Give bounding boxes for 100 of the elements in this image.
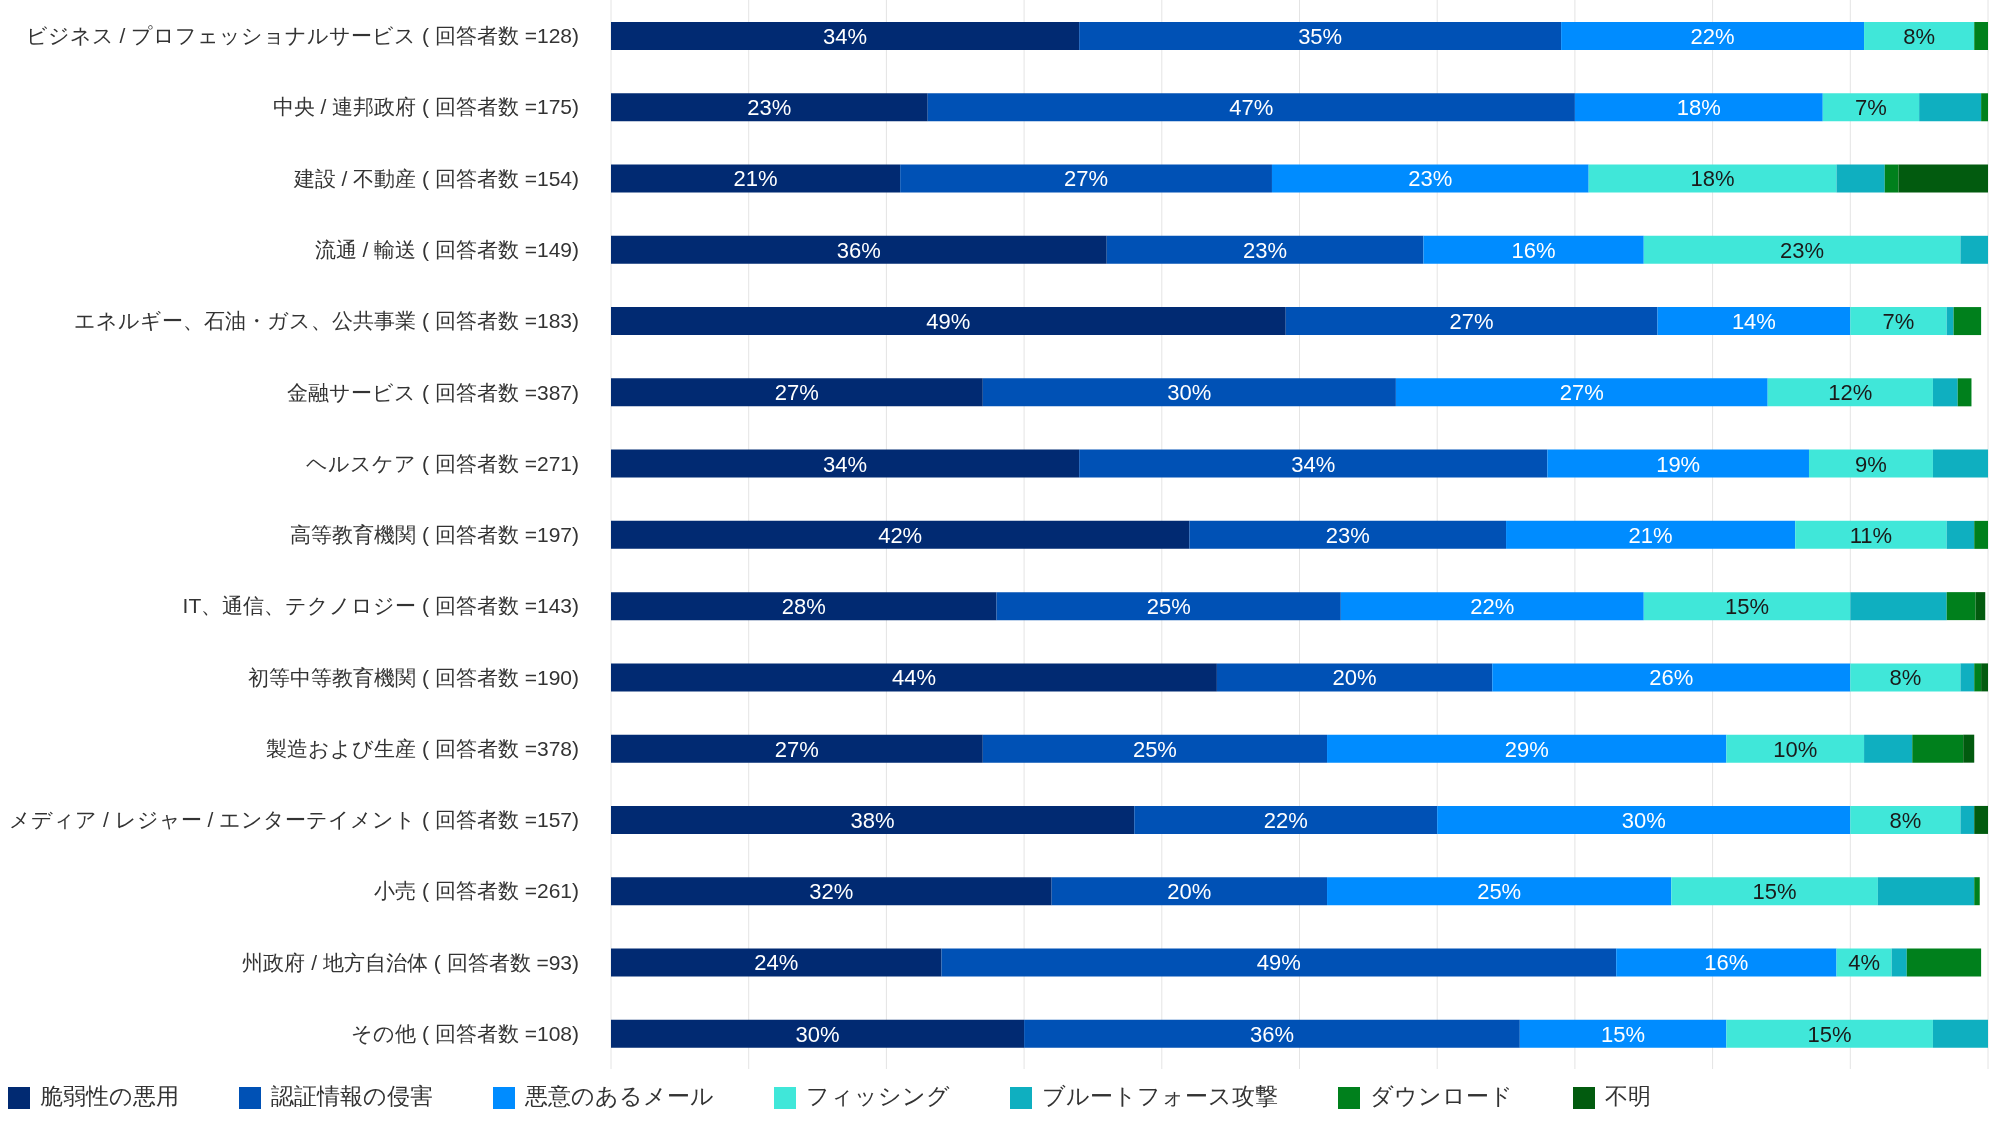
bar	[611, 378, 983, 407]
y-tick-label: ビジネス / プロフェッショナルサービス ( 回答者数 =128)	[25, 24, 579, 48]
legend-label: 悪意のあるメール	[525, 1083, 714, 1109]
bar	[1327, 734, 1727, 763]
y-tick-label: 流通 / 輸送 ( 回答者数 =149)	[314, 237, 579, 261]
bar	[1492, 663, 1851, 692]
data-label: 47%	[1229, 95, 1274, 121]
legend-label: 不明	[1605, 1083, 1651, 1109]
bar	[1561, 22, 1865, 50]
bar	[1836, 164, 1885, 193]
data-label: 49%	[1256, 950, 1301, 976]
data-label: 36%	[1249, 1021, 1294, 1047]
bar	[1726, 734, 1865, 763]
bar	[1974, 663, 1982, 692]
y-tick-label: ヘルスケア ( 回答者数 =271)	[306, 451, 579, 475]
bar	[611, 734, 983, 763]
data-label: 19%	[1656, 451, 1701, 477]
bar	[1864, 22, 1975, 50]
data-label: 7%	[1882, 308, 1915, 334]
data-label: 4%	[1848, 950, 1880, 976]
data-label: 11%	[1849, 522, 1893, 548]
bar	[1932, 449, 1988, 478]
bar	[611, 663, 1217, 692]
data-label: 22%	[1690, 23, 1735, 49]
bar	[611, 449, 1080, 478]
data-label: 16%	[1704, 950, 1749, 976]
bar	[1850, 663, 1961, 692]
bar	[1850, 592, 1947, 621]
bar	[1891, 948, 1907, 977]
bar	[611, 592, 997, 621]
data-label: 14%	[1731, 308, 1776, 334]
bar	[1506, 520, 1796, 549]
bar	[1588, 164, 1837, 193]
data-label: 27%	[1449, 308, 1494, 334]
data-label: 38%	[850, 807, 895, 833]
bar	[1547, 449, 1809, 478]
bar	[611, 164, 901, 193]
bar	[1960, 805, 1975, 834]
bar	[1216, 663, 1493, 692]
y-tick-label: 中央 / 連邦政府 ( 回答者数 =175)	[272, 95, 579, 119]
data-label: 8%	[1889, 665, 1922, 691]
bar	[1957, 378, 1972, 407]
bar	[1671, 877, 1878, 906]
y-tick-label: その他 ( 回答者数 =108)	[351, 1021, 579, 1045]
bar	[1795, 520, 1947, 549]
bar	[1519, 1019, 1727, 1048]
bar	[1643, 235, 1961, 264]
bar	[1024, 1019, 1520, 1048]
bar	[611, 235, 1107, 264]
bar	[1822, 93, 1920, 122]
legend-label: フィッシング	[806, 1083, 950, 1109]
data-label: 24%	[754, 950, 799, 976]
data-label: 32%	[809, 879, 854, 905]
bar	[1898, 164, 1988, 193]
bar	[1767, 378, 1933, 407]
bar	[1616, 948, 1837, 977]
bar	[941, 948, 1617, 977]
data-label: 27%	[1064, 166, 1109, 192]
bar	[1051, 877, 1328, 906]
bar	[1423, 235, 1644, 264]
bar	[982, 378, 1396, 407]
data-label: 27%	[1559, 380, 1604, 406]
bar	[1946, 592, 1976, 621]
bar	[1946, 520, 1975, 549]
bar	[1864, 734, 1913, 763]
data-label: 9%	[1855, 451, 1887, 477]
data-label: 15%	[1725, 594, 1770, 620]
bar	[1189, 520, 1507, 549]
bar	[611, 877, 1052, 906]
data-label: 25%	[1132, 736, 1177, 762]
data-label: 8%	[1903, 23, 1936, 49]
bar	[1974, 22, 1988, 50]
bar	[611, 307, 1286, 336]
data-label: 27%	[774, 736, 819, 762]
data-label: 23%	[1243, 237, 1288, 263]
bar	[611, 520, 1190, 549]
y-tick-label: 金融サービス ( 回答者数 =387)	[287, 380, 579, 404]
bar	[1932, 378, 1958, 407]
data-label: 23%	[1408, 166, 1453, 192]
bar	[1657, 307, 1851, 336]
bar	[1960, 235, 1988, 264]
bar	[900, 164, 1272, 193]
bar	[1643, 592, 1851, 621]
bar	[1877, 877, 1975, 906]
bar	[1285, 307, 1658, 336]
bar	[1974, 877, 1980, 906]
legend-label: 認証情報の侵害	[271, 1083, 433, 1109]
data-label: 20%	[1167, 879, 1212, 905]
data-label: 34%	[823, 451, 868, 477]
y-tick-label: エネルギー、石油・ガス、公共事業 ( 回答者数 =183)	[74, 309, 579, 333]
data-label: 25%	[1477, 879, 1522, 905]
bar	[1963, 734, 1975, 763]
data-label: 21%	[733, 166, 778, 192]
bar	[611, 93, 928, 122]
bar	[1884, 164, 1899, 193]
data-label: 12%	[1828, 380, 1873, 406]
data-label: 10%	[1773, 736, 1818, 762]
data-label: 30%	[1621, 807, 1666, 833]
data-label: 15%	[1752, 879, 1797, 905]
data-label: 15%	[1601, 1021, 1646, 1047]
